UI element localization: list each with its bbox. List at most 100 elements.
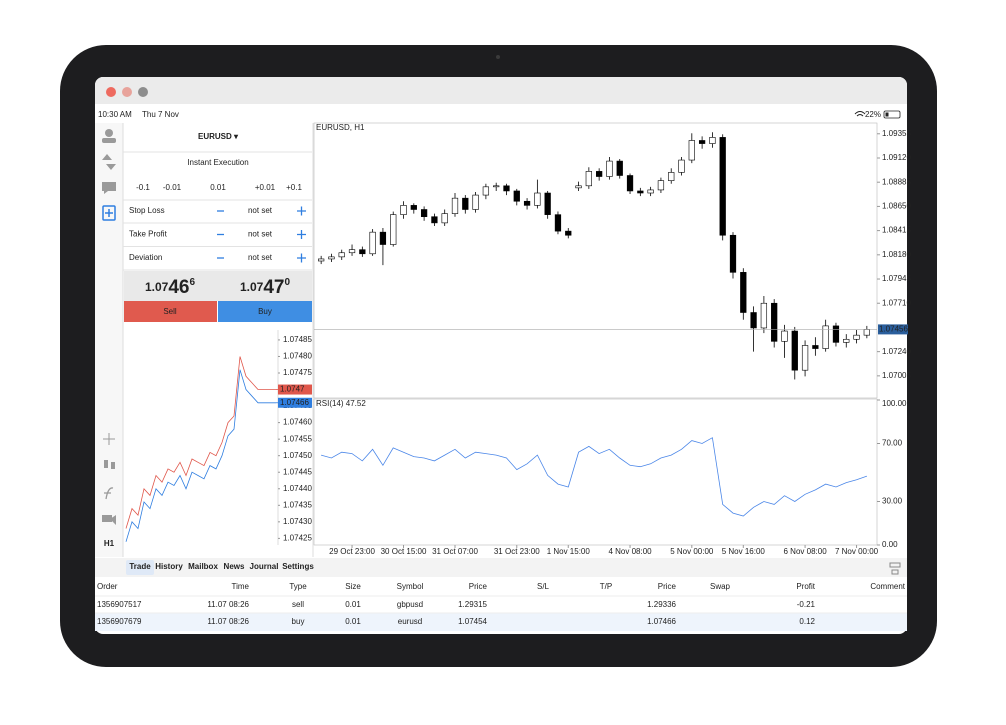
- candle-body: [688, 140, 695, 161]
- candle-body: [318, 258, 325, 262]
- candle-body: [791, 330, 798, 371]
- candle-body: [400, 205, 407, 215]
- indicators-icon[interactable]: [104, 487, 114, 500]
- plus-button[interactable]: [297, 206, 306, 216]
- selected-row[interactable]: [95, 613, 907, 631]
- objects-icon[interactable]: [102, 515, 116, 525]
- volume-step[interactable]: +0.01: [255, 183, 276, 192]
- column-header: S/L: [537, 582, 550, 591]
- y-tick-label: 1.07430: [283, 517, 312, 526]
- tab-menu-icon[interactable]: [889, 562, 901, 575]
- y-tick-label: 1.09355: [882, 129, 911, 138]
- plus-button[interactable]: [297, 253, 306, 263]
- candle-body: [750, 312, 757, 329]
- column-header: Profit: [796, 582, 815, 591]
- crosshair-icon[interactable]: [103, 433, 115, 445]
- y-tick-label: 100.00: [882, 399, 907, 408]
- table-cell: eurusd: [398, 617, 422, 626]
- candle-body: [647, 189, 654, 194]
- table-cell: 1356907679: [97, 617, 142, 626]
- table-cell: 11.07 08:26: [207, 600, 249, 609]
- wifi-icon: [854, 111, 866, 117]
- sidebar: [95, 123, 123, 557]
- volume-step[interactable]: -0.1: [136, 183, 150, 192]
- account-icon[interactable]: [105, 129, 113, 137]
- tab-bar: [95, 558, 907, 577]
- status-date: Thu 7 Nov: [142, 110, 179, 119]
- candle-body: [534, 192, 541, 206]
- chart-type-icon[interactable]: [104, 460, 108, 468]
- table-cell: 0.01: [345, 600, 361, 609]
- volume-step[interactable]: -0.01: [163, 183, 182, 192]
- volume-step[interactable]: +0.1: [286, 183, 302, 192]
- candle-body: [709, 137, 716, 144]
- y-tick-label: 1.07450: [283, 451, 312, 460]
- candle-body: [729, 234, 737, 273]
- volume-step[interactable]: 0.01: [210, 183, 226, 192]
- y-tick-label: 1.08415: [882, 226, 911, 235]
- account-icon-body: [102, 138, 116, 143]
- execution-mode: Instant Execution: [187, 158, 248, 167]
- x-tick-label: 29 Oct 23:00: [329, 547, 375, 556]
- candle-body: [657, 180, 665, 191]
- table-cell: buy: [292, 617, 305, 626]
- candle-body: [863, 329, 870, 336]
- table-cell: 0.12: [799, 617, 815, 626]
- tab[interactable]: Trade: [129, 562, 151, 571]
- y-tick-label: 0.00: [882, 540, 898, 549]
- symbol-selector[interactable]: EURUSD ▾: [198, 132, 239, 141]
- y-tick-label: 1.07455: [283, 434, 312, 443]
- candle-body: [822, 325, 829, 349]
- candle-body: [606, 160, 613, 177]
- x-tick-label: 31 Oct 07:00: [432, 547, 478, 556]
- candle-body: [781, 330, 788, 342]
- candle-body: [410, 205, 417, 210]
- quotes-icon[interactable]: [102, 154, 116, 170]
- candle-body: [451, 197, 459, 214]
- sell-button[interactable]: [124, 301, 217, 322]
- candle-body: [523, 200, 531, 206]
- tab[interactable]: News: [224, 562, 245, 571]
- table-cell: 1356907517: [97, 600, 142, 609]
- column-header: Size: [345, 582, 361, 591]
- data-line: [125, 356, 276, 529]
- zoom-button[interactable]: [138, 87, 148, 97]
- y-tick-label: 1.07440: [283, 484, 312, 493]
- price-tag: [278, 397, 312, 408]
- chat-icon[interactable]: [102, 182, 116, 194]
- new-order-icon[interactable]: [102, 205, 116, 221]
- candle-body: [441, 213, 448, 224]
- camera: [496, 55, 500, 59]
- price-tag: [278, 384, 312, 395]
- close-button[interactable]: [106, 87, 116, 97]
- tab[interactable]: Mailbox: [188, 562, 218, 571]
- price-box: [124, 271, 312, 301]
- column-header: Order: [97, 582, 118, 591]
- row-value: not set: [248, 230, 273, 239]
- minimize-button[interactable]: [122, 87, 132, 97]
- table-cell: 1.07466: [647, 617, 676, 626]
- candle-body: [338, 252, 345, 258]
- column-header: T/P: [600, 582, 612, 591]
- buy-button[interactable]: [218, 301, 312, 322]
- plus-button[interactable]: [297, 230, 306, 239]
- column-header: Time: [232, 582, 250, 591]
- tab[interactable]: Journal: [250, 562, 279, 571]
- candle-body: [832, 325, 840, 343]
- row-value: not set: [248, 206, 273, 215]
- x-tick-label: 1 Nov 15:00: [547, 547, 591, 556]
- y-tick-label: 1.07480: [283, 352, 312, 361]
- price-tag-label: 1.07466: [280, 398, 309, 407]
- tab[interactable]: History: [155, 562, 183, 571]
- candle-body: [503, 185, 510, 192]
- table-cell: 1.29336: [647, 600, 676, 609]
- chart-pane: [313, 398, 878, 546]
- active-tab[interactable]: [126, 560, 154, 575]
- candle-body: [472, 194, 479, 210]
- candle-body: [462, 197, 469, 210]
- tab[interactable]: Settings: [282, 562, 314, 571]
- candle-body: [771, 302, 778, 342]
- table-cell: -0.21: [797, 600, 816, 609]
- candle-body: [420, 209, 428, 218]
